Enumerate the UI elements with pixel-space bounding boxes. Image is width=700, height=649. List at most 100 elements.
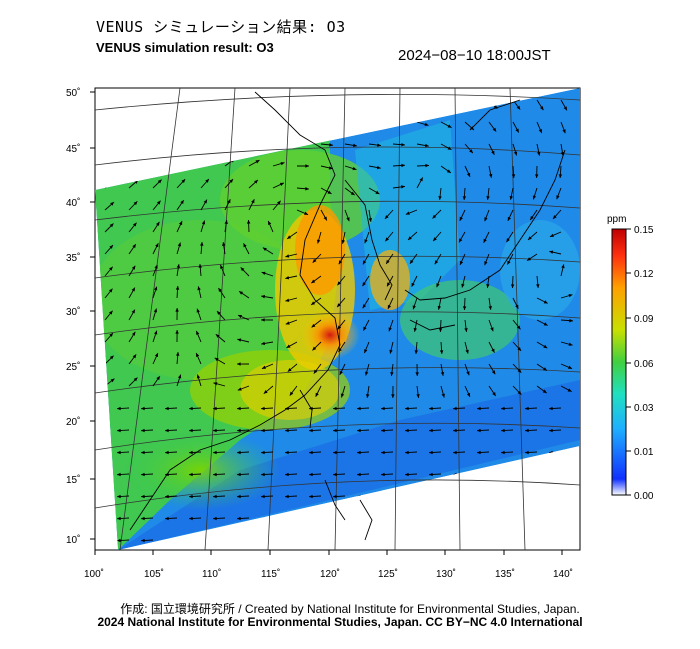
wind-arrow-head	[340, 393, 345, 398]
wind-arrow-head	[198, 264, 202, 268]
license-line: 2024 National Institute for Environmenta…	[97, 615, 583, 629]
wind-arrow-head	[215, 334, 220, 338]
wind-arrow-head	[536, 284, 540, 288]
lon-label-140: 140˚	[553, 568, 573, 580]
wind-arrow-head	[280, 161, 285, 166]
wind-arrow-head	[366, 394, 370, 398]
wind-arrow-head	[516, 105, 521, 110]
wind-arrow-head	[213, 494, 217, 499]
wind-arrow-head	[141, 428, 145, 433]
wind-arrow-head	[337, 325, 342, 330]
wind-arrow-head	[561, 264, 565, 269]
wind-arrow-head	[196, 374, 201, 379]
wind-arrow-head	[459, 216, 463, 221]
lon-label-125: 125˚	[378, 568, 398, 580]
wind-arrow-head	[154, 264, 158, 269]
wind-arrow-head	[133, 201, 138, 206]
wind-arrow-head	[350, 191, 355, 196]
wind-arrow-head	[237, 516, 241, 521]
wind-arrow-head	[337, 303, 341, 308]
wind-arrow-head	[560, 151, 565, 156]
wind-arrow-head	[261, 494, 265, 499]
wind-arrow-head	[285, 254, 290, 258]
wind-arrow-head	[509, 195, 513, 200]
wind-arrow-head	[424, 143, 429, 148]
wind-arrow-head	[486, 284, 490, 288]
wind-arrow-head	[501, 450, 505, 455]
wind-arrow-head	[542, 389, 547, 394]
wind-arrow-head	[568, 342, 573, 346]
wind-arrow-head	[466, 172, 471, 177]
wind-arrow-head	[109, 266, 113, 271]
wind-arrow-head	[312, 258, 317, 263]
wind-arrow-head	[459, 260, 464, 265]
wind-arrow-head	[313, 369, 318, 374]
wind-arrow-head	[477, 450, 481, 455]
wind-arrow-head	[491, 150, 495, 155]
lat-label-10: 10˚	[66, 534, 80, 546]
wind-arrow-head	[488, 173, 493, 178]
wind-arrow-head	[357, 450, 361, 455]
wind-arrow-head	[488, 306, 492, 310]
wind-arrow-head	[466, 371, 470, 376]
wind-arrow-head	[549, 250, 554, 254]
wind-arrow-head	[341, 239, 345, 244]
wind-arrow-head	[309, 406, 313, 411]
lon-label-110: 110˚	[202, 568, 221, 580]
wind-arrow-head	[461, 283, 465, 288]
wind-arrow-head	[438, 196, 442, 200]
wind-arrow-head	[388, 327, 392, 332]
wind-arrow-head	[176, 352, 180, 356]
wind-arrow-head	[175, 286, 180, 290]
wind-arrow-head	[387, 304, 392, 309]
wind-arrow-head	[279, 182, 284, 187]
wind-arrow-head	[411, 282, 415, 287]
wind-arrow-head	[117, 450, 121, 455]
lat-label-15: 15˚	[66, 474, 80, 486]
wind-arrow-head	[333, 406, 337, 411]
wind-arrow-head	[516, 325, 521, 330]
wind-arrow-head	[558, 174, 563, 178]
wind-arrow-head	[285, 321, 290, 325]
wind-arrow-head	[405, 428, 409, 433]
wind-arrow-head	[222, 242, 226, 246]
wind-arrow-head	[285, 298, 290, 302]
wind-arrow-head	[405, 406, 409, 411]
wind-arrow-head	[437, 305, 442, 310]
wind-arrow-head	[237, 406, 241, 411]
wind-arrow-head	[477, 406, 481, 411]
wind-arrow-head	[180, 200, 184, 205]
wind-arrow-head	[311, 279, 316, 284]
wind-arrow-head	[189, 406, 193, 411]
wind-arrow-head	[510, 284, 515, 288]
wind-arrow-head	[384, 215, 389, 219]
wind-arrow-head	[432, 214, 437, 219]
wind-arrow-head	[117, 472, 121, 477]
wind-arrow-head	[141, 494, 145, 499]
wind-arrow-head	[515, 128, 519, 133]
wind-arrow-head	[285, 450, 289, 455]
wind-arrow-head	[464, 328, 468, 332]
wind-arrow-head	[227, 199, 231, 204]
wind-arrow-head	[439, 350, 444, 354]
wind-arrow-head	[364, 349, 368, 354]
wind-arrow-head	[213, 382, 218, 386]
wind-arrow-head	[532, 195, 537, 200]
wind-arrow-head	[157, 179, 162, 184]
wind-arrow-head	[196, 330, 200, 335]
wind-arrow-head	[304, 211, 309, 215]
wind-arrow-head	[346, 217, 350, 222]
wind-arrow-head	[527, 257, 531, 261]
wind-arrow-head	[568, 293, 573, 298]
wind-arrow-head	[285, 276, 290, 280]
ozone-field	[95, 88, 580, 550]
wind-arrow-head	[486, 196, 490, 200]
lon-label-100: 100˚	[84, 568, 104, 580]
wind-arrow-head	[110, 202, 114, 206]
wind-arrow-head	[189, 494, 193, 499]
wind-arrow-head	[197, 286, 201, 291]
wind-arrow-head	[238, 314, 243, 319]
wind-arrow-head	[470, 126, 474, 130]
wind-arrow-head	[490, 327, 494, 332]
credit-line: 作成: 国立環境研究所 / Created by National Instit…	[120, 602, 580, 616]
